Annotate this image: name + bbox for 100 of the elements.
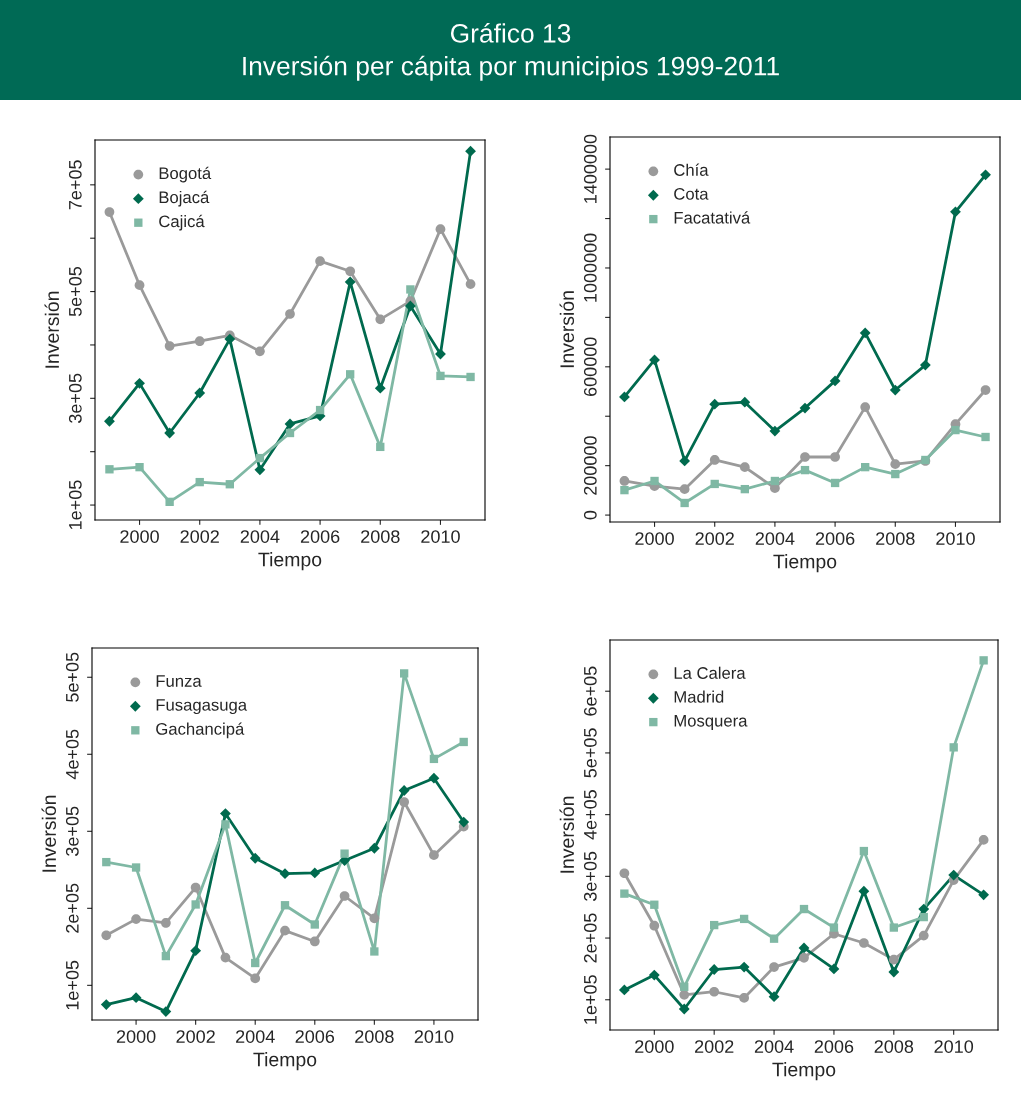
point xyxy=(309,936,320,947)
y-axis-title: Inversión xyxy=(559,291,575,368)
x-tick-label: 2008 xyxy=(361,530,400,543)
point xyxy=(709,455,720,465)
legend-label: Bojacá xyxy=(159,190,210,207)
x-axis-title: Tiempo xyxy=(253,1052,317,1071)
x-tick-label: 2006 xyxy=(815,532,855,545)
x-tick-label: 2004 xyxy=(755,532,795,545)
x-tick-label: 2006 xyxy=(295,1030,335,1043)
x-tick-label: 2008 xyxy=(874,1040,914,1053)
point xyxy=(888,966,900,978)
y-tick-label: 1e+05 xyxy=(68,480,82,530)
point xyxy=(375,314,386,325)
point xyxy=(650,476,659,486)
y-tick-label: 1e+05 xyxy=(583,975,597,1024)
point xyxy=(948,869,960,881)
chart-title: Gráfico 13 Inversión per cápita por municipios 1999-2011 xyxy=(243,23,779,81)
point xyxy=(859,846,869,856)
point xyxy=(160,1006,172,1017)
y-tick-label: 200000 xyxy=(583,436,597,495)
y-tick-label: 3e+05 xyxy=(583,851,597,902)
x-tick-label: 2010 xyxy=(936,532,975,545)
y-tick-label: 7e+05 xyxy=(68,160,82,210)
point xyxy=(830,452,840,462)
point xyxy=(315,405,325,415)
legend-label: Fusagasuga xyxy=(156,699,248,715)
x-tick-label: 2000 xyxy=(635,532,674,545)
point xyxy=(105,465,114,474)
point xyxy=(799,402,811,414)
x-axis-title: Tiempo xyxy=(772,1062,836,1081)
point xyxy=(830,478,840,488)
y-tick-label: 2e+05 xyxy=(583,913,597,963)
point xyxy=(369,913,380,924)
point xyxy=(399,669,409,678)
x-tick-label: 2000 xyxy=(120,530,159,543)
point xyxy=(620,889,629,898)
point xyxy=(346,370,355,379)
point xyxy=(429,850,439,861)
y-tick-label: 5e+05 xyxy=(583,728,597,778)
point xyxy=(978,835,989,845)
point xyxy=(979,656,988,665)
point xyxy=(888,954,899,965)
y-tick-label: 3e+05 xyxy=(68,373,82,423)
point xyxy=(309,867,321,879)
point xyxy=(310,920,319,929)
point xyxy=(800,465,810,475)
x-tick-label: 2008 xyxy=(876,532,915,545)
y-tick-label: 6e+05 xyxy=(583,666,597,716)
point xyxy=(709,986,720,997)
legend-label: Funza xyxy=(156,675,202,687)
point xyxy=(858,885,870,897)
point xyxy=(161,918,171,928)
legend-label: Cajicá xyxy=(159,214,205,231)
point xyxy=(458,816,470,828)
point xyxy=(225,480,234,489)
x-tick-label: 2008 xyxy=(355,1030,394,1043)
legend-label: Facatativá xyxy=(674,211,751,224)
legend-label: Cota xyxy=(674,187,709,200)
legend-label: La Calera xyxy=(674,666,746,679)
x-tick-label: 2006 xyxy=(814,1040,854,1053)
point xyxy=(889,923,898,932)
point xyxy=(829,375,841,387)
point xyxy=(161,951,171,961)
point xyxy=(436,371,445,381)
point xyxy=(678,1003,690,1015)
point xyxy=(918,930,929,941)
point xyxy=(649,920,660,931)
point xyxy=(406,285,415,294)
point xyxy=(465,279,476,289)
point xyxy=(739,914,749,924)
point xyxy=(919,359,931,371)
legend-label: Bogotá xyxy=(159,166,212,183)
point xyxy=(194,387,206,399)
point xyxy=(859,938,869,948)
y-tick-label: 5e+05 xyxy=(65,652,79,702)
point xyxy=(280,925,290,936)
point xyxy=(859,327,871,339)
point xyxy=(739,396,751,408)
point xyxy=(345,266,356,277)
x-tick-label: 2002 xyxy=(695,532,734,545)
point xyxy=(648,969,660,981)
point xyxy=(279,868,291,880)
point xyxy=(164,341,175,351)
point xyxy=(102,857,111,867)
point xyxy=(829,923,839,932)
point xyxy=(649,354,660,366)
point xyxy=(255,453,265,463)
point xyxy=(619,391,630,403)
y-tick-label: 3e+05 xyxy=(65,806,79,856)
point xyxy=(919,912,928,922)
legend-label: Mosquera xyxy=(674,715,748,730)
point xyxy=(101,930,112,941)
point xyxy=(130,992,142,1004)
point xyxy=(398,785,410,796)
point xyxy=(980,385,991,395)
point xyxy=(195,477,204,487)
point xyxy=(339,891,350,901)
point xyxy=(429,754,439,764)
point xyxy=(376,442,385,452)
x-tick-label: 2002 xyxy=(176,1030,215,1043)
